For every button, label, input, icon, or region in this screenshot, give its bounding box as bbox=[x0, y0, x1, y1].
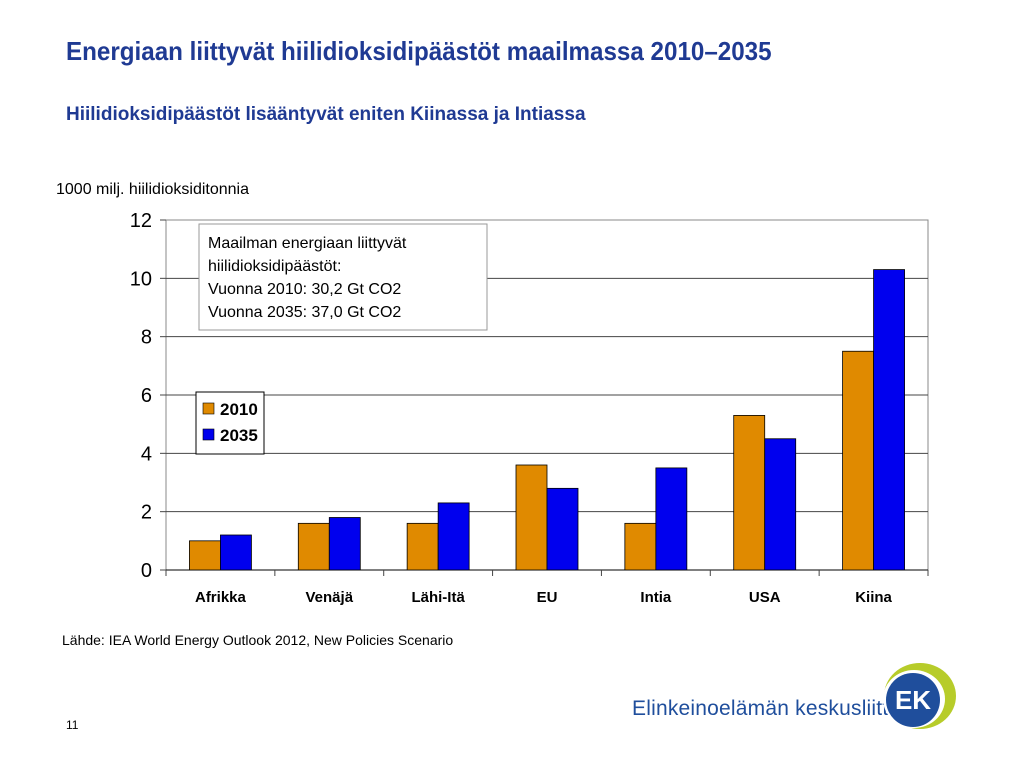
bar-2010-eu bbox=[515, 464, 548, 571]
bar-2035-intia bbox=[655, 467, 688, 571]
x-tick-label: EU bbox=[537, 589, 558, 606]
legend-label: 2035 bbox=[220, 426, 258, 445]
y-tick-label: 4 bbox=[141, 443, 152, 465]
bar-2035-eu bbox=[546, 487, 579, 571]
y-tick-label: 2 bbox=[141, 502, 152, 524]
x-tick-label: Afrikka bbox=[195, 589, 247, 606]
x-tick-label: Kiina bbox=[855, 589, 892, 606]
y-tick-label: 0 bbox=[141, 560, 152, 582]
legend-swatch-2010 bbox=[202, 402, 215, 415]
bar-2010-afrikka bbox=[189, 540, 221, 571]
source-note: Lähde: IEA World Energy Outlook 2012, Ne… bbox=[62, 632, 454, 648]
annotation-box bbox=[198, 223, 488, 331]
legend bbox=[195, 391, 265, 455]
annotation-line: Maailman energiaan liittyvät bbox=[208, 235, 407, 252]
logo-blue-circle bbox=[886, 673, 940, 727]
bar-2010-intia bbox=[624, 522, 657, 571]
bar-2035-lähi-itä bbox=[437, 502, 470, 571]
legend-label: 2010 bbox=[220, 400, 258, 419]
legend-swatch-2035 bbox=[202, 428, 215, 441]
ek-logo-icon: EK bbox=[883, 663, 956, 729]
bar-2035-afrikka bbox=[220, 534, 252, 571]
bar-2010-venäjä bbox=[297, 522, 330, 571]
slide-subtitle: Hiilidioksidipäästöt lisääntyvät eniten … bbox=[66, 104, 586, 125]
slide-title: Energiaan liittyvät hiilidioksidipäästöt… bbox=[66, 36, 772, 66]
bar-2010-kiina bbox=[842, 350, 874, 571]
bar-2010-usa bbox=[733, 415, 766, 571]
logo-mark-text: EK bbox=[895, 685, 931, 715]
bar-2035-venäjä bbox=[328, 517, 361, 571]
y-tick-label: 12 bbox=[130, 210, 152, 232]
bar-2035-kiina bbox=[873, 269, 905, 571]
x-tick-label: USA bbox=[749, 589, 781, 606]
y-axis-unit-label: 1000 milj. hiilidioksiditonnia bbox=[56, 181, 249, 198]
annotation-line: Vuonna 2035: 37,0 Gt CO2 bbox=[208, 304, 401, 321]
annotation-line: Vuonna 2010: 30,2 Gt CO2 bbox=[208, 281, 401, 298]
annotation-line: hiilidioksidipäästöt: bbox=[208, 258, 341, 275]
organization-name: Elinkeinoelämän keskusliitto bbox=[632, 697, 901, 720]
y-tick-label: 10 bbox=[130, 268, 152, 290]
y-tick-label: 8 bbox=[141, 327, 152, 349]
y-tick-label: 6 bbox=[141, 385, 152, 407]
page-number: 11 bbox=[66, 718, 79, 732]
bar-2010-lähi-itä bbox=[406, 522, 439, 571]
bar-2035-usa bbox=[764, 438, 797, 571]
x-tick-label: Lähi-Itä bbox=[411, 589, 465, 606]
bar-chart: 0 2 4 6 8 10 12 Afrikka Venäjä Lähi-Itä EU Intia USA… bbox=[130, 210, 929, 606]
x-tick-label: Intia bbox=[640, 589, 671, 606]
x-tick-label: Venäjä bbox=[306, 589, 354, 606]
